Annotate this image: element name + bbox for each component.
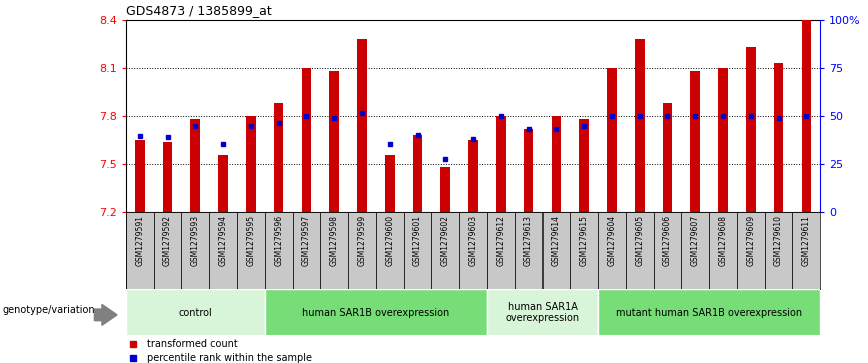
Text: genotype/variation: genotype/variation (3, 305, 95, 315)
Bar (662, 103, 673, 212)
Text: GSM1279615: GSM1279615 (580, 215, 589, 266)
Bar (635, 39, 645, 212)
Text: GSM1279591: GSM1279591 (135, 215, 144, 266)
Bar (468, 140, 478, 212)
Bar (579, 119, 589, 212)
Bar (737, 212, 765, 289)
Bar (209, 212, 237, 289)
Text: GSM1279592: GSM1279592 (163, 215, 172, 266)
Bar (126, 289, 265, 336)
Bar (746, 47, 756, 212)
Bar (487, 212, 515, 289)
Text: mutant human SAR1B overexpression: mutant human SAR1B overexpression (616, 307, 802, 318)
Bar (431, 212, 459, 289)
Bar (765, 212, 792, 289)
Bar (801, 20, 812, 212)
Bar (709, 212, 737, 289)
Bar (459, 212, 487, 289)
Bar (162, 142, 173, 212)
Text: human SAR1B overexpression: human SAR1B overexpression (302, 307, 450, 318)
Bar (542, 212, 570, 289)
Text: GSM1279610: GSM1279610 (774, 215, 783, 266)
Bar (598, 212, 626, 289)
Text: GSM1279603: GSM1279603 (469, 215, 477, 266)
Bar (626, 212, 654, 289)
Text: GSM1279600: GSM1279600 (385, 215, 394, 266)
Text: GSM1279612: GSM1279612 (496, 215, 505, 265)
Bar (385, 155, 395, 212)
Text: GSM1279606: GSM1279606 (663, 215, 672, 266)
Text: GSM1279611: GSM1279611 (802, 215, 811, 265)
Text: GSM1279614: GSM1279614 (552, 215, 561, 266)
Bar (154, 212, 181, 289)
Text: transformed count: transformed count (147, 339, 238, 349)
Text: GSM1279594: GSM1279594 (219, 215, 227, 266)
Text: GSM1279608: GSM1279608 (719, 215, 727, 266)
Bar (718, 68, 728, 212)
Bar (681, 212, 709, 289)
Text: human SAR1A
overexpression: human SAR1A overexpression (505, 302, 580, 323)
Bar (181, 212, 209, 289)
Bar (376, 212, 404, 289)
Bar (135, 140, 145, 212)
Bar (551, 116, 562, 212)
Text: GSM1279596: GSM1279596 (274, 215, 283, 266)
Text: GSM1279604: GSM1279604 (608, 215, 616, 266)
Text: GSM1279613: GSM1279613 (524, 215, 533, 266)
Text: GSM1279599: GSM1279599 (358, 215, 366, 266)
Bar (273, 103, 284, 212)
Bar (496, 116, 506, 212)
Text: GSM1279595: GSM1279595 (247, 215, 255, 266)
Bar (357, 39, 367, 212)
Bar (293, 212, 320, 289)
Bar (773, 63, 784, 212)
Text: GSM1279601: GSM1279601 (413, 215, 422, 266)
Bar (598, 289, 820, 336)
Text: GSM1279598: GSM1279598 (330, 215, 339, 266)
Bar (348, 212, 376, 289)
Bar (246, 116, 256, 212)
Text: GDS4873 / 1385899_at: GDS4873 / 1385899_at (126, 4, 272, 17)
Bar (265, 289, 487, 336)
Bar (218, 155, 228, 212)
Bar (440, 167, 450, 212)
Bar (654, 212, 681, 289)
Text: GSM1279602: GSM1279602 (441, 215, 450, 266)
Bar (412, 135, 423, 212)
Bar (523, 129, 534, 212)
Bar (515, 212, 542, 289)
Text: GSM1279609: GSM1279609 (746, 215, 755, 266)
Bar (126, 212, 154, 289)
Bar (404, 212, 431, 289)
Text: GSM1279607: GSM1279607 (691, 215, 700, 266)
Bar (792, 212, 820, 289)
Bar (320, 212, 348, 289)
Bar (301, 68, 312, 212)
Bar (487, 289, 598, 336)
Text: GSM1279605: GSM1279605 (635, 215, 644, 266)
Text: GSM1279593: GSM1279593 (191, 215, 200, 266)
Text: control: control (179, 307, 212, 318)
FancyArrow shape (95, 305, 117, 325)
Bar (570, 212, 598, 289)
Bar (190, 119, 201, 212)
Bar (690, 71, 700, 212)
Bar (237, 212, 265, 289)
Text: percentile rank within the sample: percentile rank within the sample (147, 353, 312, 363)
Bar (607, 68, 617, 212)
Bar (329, 71, 339, 212)
Bar (265, 212, 293, 289)
Text: GSM1279597: GSM1279597 (302, 215, 311, 266)
